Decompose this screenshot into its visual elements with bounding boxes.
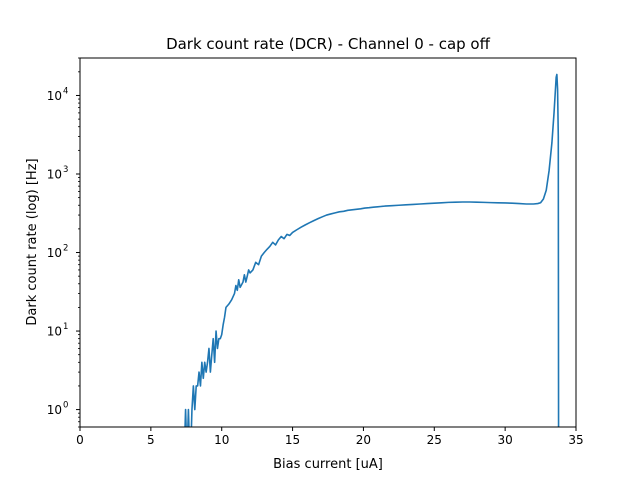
x-axis: 0 5 10 15 20 25 30 35 xyxy=(76,427,584,447)
series-line-0 xyxy=(184,73,560,427)
x-axis-label: Bias current [uA] xyxy=(273,457,383,472)
y-tick-exponent: 4 xyxy=(63,86,68,96)
x-tick-label: 15 xyxy=(285,433,300,447)
y-tick-label: 10 xyxy=(47,89,62,103)
x-tick-label: 35 xyxy=(568,433,583,447)
y-tick-label: 10 xyxy=(47,403,62,417)
x-tick-label: 20 xyxy=(356,433,371,447)
x-tick-label: 5 xyxy=(147,433,155,447)
y-tick-label: 10 xyxy=(47,325,62,339)
x-tick-label: 25 xyxy=(427,433,442,447)
y-tick-label: 10 xyxy=(47,246,62,260)
y-tick-label: 10 xyxy=(47,167,62,181)
series-layer xyxy=(184,73,560,427)
y-tick-exponent: 0 xyxy=(63,401,68,411)
y-axis-label: Dark count rate (log) [Hz] xyxy=(25,158,40,325)
y-tick-exponent: 2 xyxy=(63,244,68,254)
y-tick-exponent: 3 xyxy=(63,165,68,175)
x-tick-label: 30 xyxy=(498,433,513,447)
x-tick-label: 10 xyxy=(214,433,229,447)
plot-frame xyxy=(79,57,577,428)
chart-title: Dark count rate (DCR) - Channel 0 - cap … xyxy=(166,35,491,53)
y-tick-exponent: 1 xyxy=(63,322,68,332)
x-tick-label: 0 xyxy=(76,433,84,447)
